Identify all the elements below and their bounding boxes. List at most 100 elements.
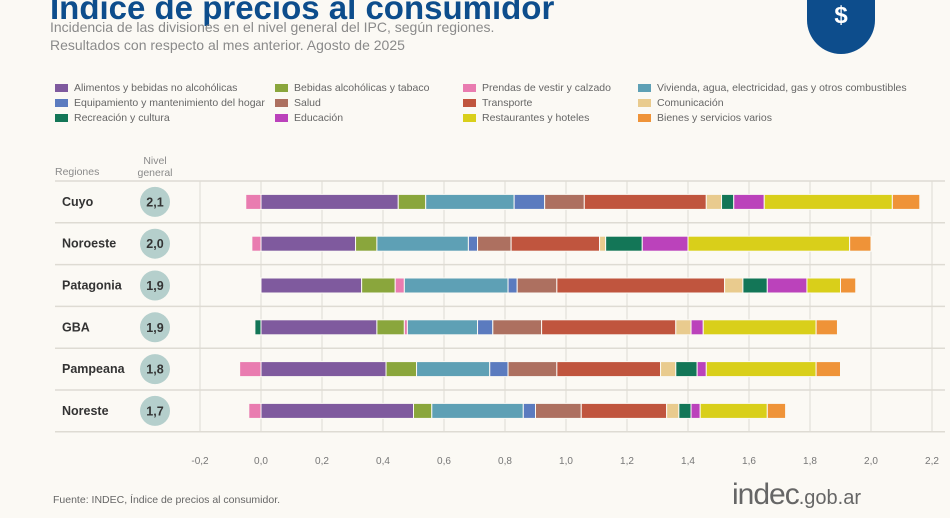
- bar-segment: [489, 361, 509, 378]
- bar-segment: [763, 193, 893, 210]
- region-label: Noroeste: [62, 237, 116, 251]
- bar-segment: [397, 193, 427, 210]
- legend-label: Bebidas alcohólicas y tabaco: [294, 82, 430, 94]
- legend-item: Vivienda, agua, electricidad, gas y otro…: [638, 82, 938, 94]
- bar-segment: [806, 277, 842, 294]
- bar-segment: [766, 402, 787, 419]
- bar-segment: [660, 361, 677, 378]
- bar-segment: [690, 402, 701, 419]
- bar-segment: [516, 277, 558, 294]
- legend-label: Prendas de vestir y calzado: [482, 82, 611, 94]
- bar-segment: [260, 402, 414, 419]
- indec-logo: indec.gob.ar: [732, 478, 861, 512]
- bar-segment: [507, 361, 558, 378]
- bar-segment: [742, 277, 768, 294]
- brand-name: indec: [732, 478, 800, 511]
- x-tick-label: 1,2: [620, 456, 634, 467]
- bar-segment: [406, 319, 479, 336]
- legend-swatch: [463, 99, 476, 107]
- bar-segment: [413, 402, 433, 419]
- bar-segment: [721, 193, 735, 210]
- legend-label: Equipamiento y mantenimiento del hogar: [74, 97, 265, 109]
- source-note: Fuente: INDEC, Índice de precios al cons…: [53, 494, 281, 506]
- x-tick-label: 2,0: [864, 456, 878, 467]
- legend-swatch: [275, 114, 288, 122]
- legend-label: Bienes y servicios varios: [657, 112, 772, 124]
- x-tick-label: 0,0: [254, 456, 268, 467]
- bar-segment: [260, 277, 363, 294]
- dollar-document-icon: $: [807, 0, 875, 54]
- bar-segment: [733, 193, 765, 210]
- legend-label: Recreación y cultura: [74, 112, 170, 124]
- x-tick-label: 2,2: [925, 456, 939, 467]
- legend-item: Prendas de vestir y calzado: [463, 82, 638, 94]
- legend-swatch: [638, 99, 651, 107]
- bar-segment: [376, 235, 469, 252]
- legend-item: Recreación y cultura: [55, 112, 275, 124]
- legend-swatch: [638, 114, 651, 122]
- region-label: GBA: [62, 320, 90, 334]
- level-badge: [140, 354, 170, 385]
- bar-segment: [690, 319, 704, 336]
- x-tick-label: 0,6: [437, 456, 451, 467]
- bar-segment: [239, 361, 262, 378]
- subtitle-date: Resultados con respecto al mes anterior.…: [50, 37, 405, 53]
- bar-segment: [248, 402, 262, 419]
- bar-segment: [492, 319, 543, 336]
- legend-label: Alimentos y bebidas no alcohólicas: [74, 82, 238, 94]
- level-badge: [140, 270, 170, 301]
- bar-segment: [251, 235, 262, 252]
- level-value: 1,8: [146, 363, 163, 377]
- x-tick-label: 1,8: [803, 456, 817, 467]
- level-badge: [140, 186, 170, 217]
- bar-segment: [425, 193, 515, 210]
- bar-segment: [556, 361, 662, 378]
- bar-segment: [544, 193, 585, 210]
- bar-segment: [605, 235, 643, 252]
- bar-segment: [705, 361, 817, 378]
- legend-swatch: [463, 84, 476, 92]
- level-value: 2,1: [146, 195, 163, 209]
- bar-segment: [535, 402, 582, 419]
- bar-segment: [580, 402, 668, 419]
- bar-segment: [394, 277, 405, 294]
- x-tick-label: 0,8: [498, 456, 512, 467]
- bar-segment: [687, 235, 851, 252]
- subtitle: Incidencia de las divisiones en el nivel…: [50, 19, 495, 35]
- bar-segment: [260, 193, 399, 210]
- legend-label: Comunicación: [657, 97, 724, 109]
- level-value: 1,9: [146, 321, 163, 335]
- bar-segment: [724, 277, 744, 294]
- level-value: 2,0: [146, 237, 163, 251]
- bar-segment: [849, 235, 872, 252]
- level-value: 1,9: [146, 279, 163, 293]
- bar-segment: [699, 402, 768, 419]
- legend-item: Bebidas alcohólicas y tabaco: [275, 82, 463, 94]
- bar-segment: [599, 235, 607, 252]
- bar-segment: [696, 361, 707, 378]
- bar-segment: [361, 277, 396, 294]
- x-tick-label: 0,2: [315, 456, 329, 467]
- region-label: Cuyo: [62, 195, 94, 209]
- legend-swatch: [55, 84, 68, 92]
- bar-segment: [260, 319, 378, 336]
- legend-label: Restaurantes y hoteles: [482, 112, 590, 124]
- bar-segment: [678, 402, 692, 419]
- x-tick-label: 0,4: [376, 456, 390, 467]
- legend-item: Salud: [275, 97, 463, 109]
- bar-segment: [355, 235, 378, 252]
- bar-segment: [431, 402, 524, 419]
- bar-segment: [541, 319, 677, 336]
- bar-segment: [702, 319, 817, 336]
- legend-item: Equipamiento y mantenimiento del hogar: [55, 97, 275, 109]
- bar-segment: [477, 235, 512, 252]
- legend-swatch: [463, 114, 476, 122]
- legend-item: Transporte: [463, 97, 638, 109]
- bar-segment: [675, 361, 698, 378]
- legend-swatch: [55, 99, 68, 107]
- legend-swatch: [275, 99, 288, 107]
- bar-segment: [641, 235, 689, 252]
- bar-segment: [376, 319, 405, 336]
- legend-label: Educación: [294, 112, 344, 124]
- level-badge: [140, 228, 170, 259]
